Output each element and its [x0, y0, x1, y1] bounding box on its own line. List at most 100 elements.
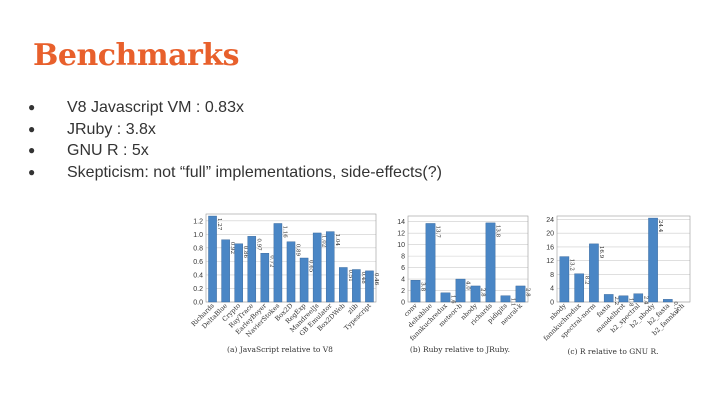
- y-tick-label: 0.0: [193, 300, 203, 307]
- bar-value-label: 1.6: [450, 295, 456, 304]
- bar-value-label: 0.72: [268, 255, 274, 267]
- bar: [247, 236, 257, 303]
- y-tick-label: 12: [397, 231, 405, 238]
- bar-value-label: 0.86: [242, 246, 248, 259]
- bar: [485, 222, 496, 303]
- bar-value-label: 0.46: [373, 273, 379, 286]
- y-tick-label: 6: [401, 265, 405, 272]
- bar: [470, 285, 481, 303]
- chart-caption: (b) Ruby relative to JRuby.: [410, 345, 510, 354]
- bar-value-label: 4.0: [465, 281, 471, 290]
- bar: [339, 267, 348, 303]
- plot-frame: [407, 215, 529, 303]
- bar-value-label: 1.1: [510, 298, 516, 307]
- bar: [234, 243, 243, 303]
- bullet-dot-icon: ●: [28, 100, 36, 114]
- y-tick-label: 10: [397, 242, 405, 249]
- y-tick-label: 12: [546, 258, 554, 265]
- bar-value-label: 13.2: [568, 259, 574, 271]
- bar: [455, 278, 466, 303]
- bullet-list: ● V8 Javascript VM : 0.83x ● JRuby : 3.8x …: [28, 97, 442, 183]
- y-tick-label: 1.0: [193, 232, 203, 239]
- bar: [589, 243, 599, 303]
- bullet-text: Skepticism: not “full” implementations, …: [67, 163, 442, 181]
- bullet-item: ● JRuby : 3.8x: [28, 119, 442, 141]
- bar-value-label: 3.8: [420, 282, 426, 291]
- bar: [425, 223, 436, 303]
- bar: [260, 253, 270, 303]
- chart-r: 0 4 8 12 16 20 24 13.2 8.2 16.9 2.2 1.8 2.4 24.4 0.77 n…: [535, 208, 695, 363]
- bar-value-label: 13.7: [435, 225, 441, 238]
- chart-javascript: 0.0 0.2 0.4 0.6 0.8 1.0 1.2 1.27 0.92 0.86 0.97 0.7…: [180, 208, 380, 363]
- bar: [603, 294, 614, 303]
- y-tick-label: 4: [550, 286, 554, 293]
- bullet-dot-icon: ●: [28, 121, 36, 136]
- chart-javascript-svg: 0.0 0.2 0.4 0.6 0.8 1.0 1.2 1.27 0.92 0.86 0.97 0.7…: [190, 213, 379, 354]
- bullet-item: ● Skepticism: not “full” implementations,…: [28, 162, 442, 184]
- y-tick-label: 16: [546, 244, 554, 251]
- bar-value-label: 0.51: [347, 269, 353, 281]
- y-tick-label: 1.2: [193, 218, 203, 225]
- y-tick-label: 8: [401, 254, 405, 261]
- bullet-item: ● GNU R : 5x: [28, 140, 442, 162]
- bar-value-label: 0.89: [295, 244, 301, 257]
- bar: [559, 256, 570, 303]
- y-tick-label: 0: [550, 300, 554, 307]
- bullet-text: V8 Javascript VM : 0.83x: [67, 99, 244, 116]
- bar: [299, 257, 309, 303]
- bar: [648, 217, 658, 303]
- bar: [352, 269, 361, 303]
- bar-value-label: 1.16: [281, 225, 287, 238]
- bar-value-label: 0.92: [229, 242, 235, 254]
- y-tick-label: 0.6: [193, 259, 203, 266]
- chart-caption: (a) JavaScript relative to V8: [227, 345, 333, 354]
- bar: [312, 232, 322, 303]
- bullet-text: GNU R : 5x: [67, 142, 149, 159]
- bar-value-label: 1.04: [334, 234, 340, 247]
- y-tick-label: 0.8: [193, 245, 203, 252]
- bar-value-label: 24.4: [657, 220, 663, 233]
- y-tick-label: 4: [401, 277, 405, 284]
- bar-value-label: 0.77: [672, 301, 678, 314]
- bar: [221, 239, 230, 303]
- bar: [633, 293, 644, 303]
- slide-title: Benchmarks: [33, 38, 240, 73]
- bar-value-label: 16.9: [598, 246, 604, 259]
- bar: [440, 292, 451, 303]
- bar-value-label: 2.2: [613, 296, 619, 305]
- y-tick-label: 24: [546, 217, 554, 224]
- chart-ruby-svg: 024681012143.813.71.64.02.813.81.12.8con…: [397, 215, 531, 354]
- bar: [286, 241, 296, 303]
- bullet-text: JRuby : 3.8x: [67, 120, 156, 138]
- y-tick-label: 20: [546, 231, 554, 238]
- bullet-item: ● V8 Javascript VM : 0.83x: [28, 97, 442, 119]
- chart-ruby: 0 2 4 6 8 10 12 14 3.8 13.7 1.6 4.0 2.8 13.8 1.1 2.8 con…: [390, 208, 535, 363]
- bar-value-label: 0.97: [255, 238, 261, 251]
- bar-value-label: 13.8: [495, 225, 501, 238]
- bar-value-label: 8.2: [583, 276, 589, 285]
- bar: [663, 299, 673, 303]
- bar-value-label: 1.8: [628, 298, 634, 307]
- bar: [500, 295, 511, 303]
- bar-value-label: 2.8: [525, 288, 531, 297]
- bar: [273, 223, 283, 303]
- y-tick-label: 0.2: [193, 286, 203, 293]
- bar-value-label: 0.65: [308, 260, 314, 273]
- y-tick-label: 14: [397, 219, 405, 226]
- bar: [618, 295, 629, 303]
- y-tick-label: 0.4: [193, 272, 203, 279]
- bar: [410, 280, 421, 303]
- bar: [515, 285, 526, 303]
- bar-value-label: 1.02: [321, 235, 327, 247]
- y-tick-label: 8: [550, 272, 554, 279]
- bar: [325, 231, 335, 303]
- bar-value-label: 0.48: [360, 272, 366, 285]
- bar: [574, 273, 584, 303]
- bar: [365, 270, 374, 303]
- y-tick-label: 2: [401, 288, 405, 295]
- bar-value-label: 2.4: [642, 296, 648, 305]
- bar-value-label: 1.27: [216, 218, 222, 231]
- bar-value-label: 2.8: [480, 288, 486, 297]
